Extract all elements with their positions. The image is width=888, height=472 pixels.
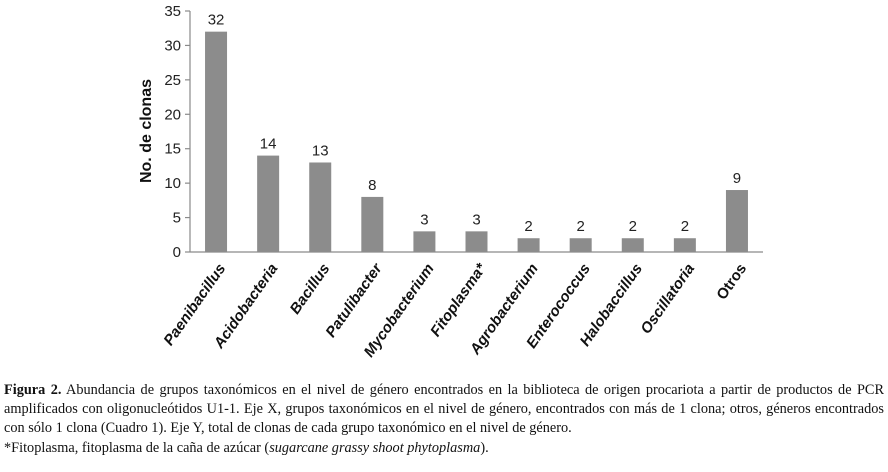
y-tick-label: 35 [164,3,181,20]
figure-label: Figura 2. [4,382,62,398]
category-label: Oscillatoria [637,261,698,338]
y-tick-label: 30 [164,37,181,54]
bar [257,155,280,252]
y-tick-label: 20 [164,106,181,123]
bar [569,238,592,252]
bar [673,238,696,252]
y-axis-label: No. de clonas [138,79,155,183]
bar [361,196,384,252]
figure-caption: Figura 2. Abundancia de grupos taxonómic… [4,381,884,458]
caption-paragraph: Figura 2. Abundancia de grupos taxonómic… [4,381,884,439]
y-tick-label: 15 [164,141,181,158]
note-italic: sugarcane grassy shoot phytoplasma [269,439,481,456]
data-label: 3 [420,211,428,228]
y-tick-label: 10 [164,175,181,192]
note-end: ). [480,439,489,456]
data-label: 2 [577,218,585,235]
caption-note: *Fitoplasma, fitoplasma de la caña de az… [4,439,884,458]
y-tick-label: 0 [173,244,181,261]
category-label: Bacillus [287,261,334,318]
bar [465,231,488,252]
bar [725,190,748,252]
data-label: 13 [312,142,329,159]
data-label: 2 [681,218,689,235]
data-label: 2 [524,218,532,235]
bar [517,238,540,252]
y-tick-label: 5 [173,210,181,227]
category-label: Otros [713,261,750,304]
bars [205,31,748,253]
bar [413,231,436,252]
data-label: 9 [733,170,741,187]
data-label: 14 [260,136,277,153]
data-label: 8 [368,177,376,194]
bar [621,238,644,252]
y-ticks: 0 5 10 15 20 25 30 35 [164,3,190,261]
caption-text: Abundancia de grupos taxonómicos en el n… [4,382,884,437]
note-start: *Fitoplasma, fitoplasma de la caña de az… [4,439,270,456]
data-label: 32 [208,12,225,29]
y-tick-label: 25 [164,72,181,89]
bar [309,162,332,252]
data-label: 2 [629,218,637,235]
data-label: 3 [472,211,480,228]
bar [205,31,228,253]
